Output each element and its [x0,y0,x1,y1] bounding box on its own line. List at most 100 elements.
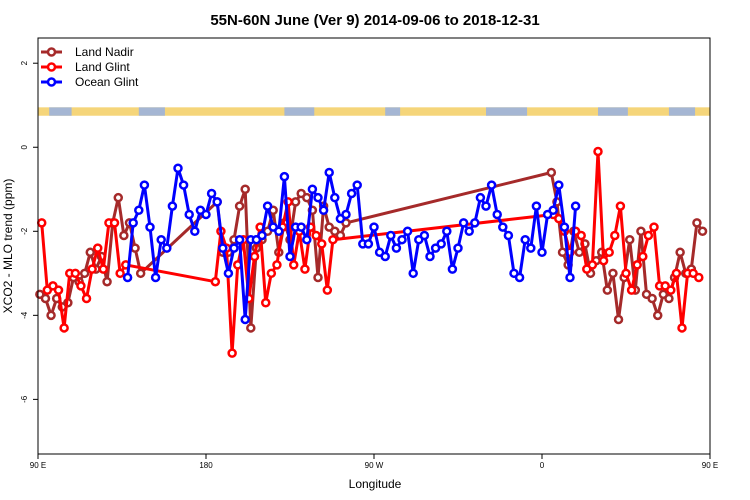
data-point-ocean-glint [279,171,290,182]
strip-land [38,107,710,116]
data-point-ocean-glint [296,222,306,232]
data-point-ocean-glint [526,243,536,253]
data-point-ocean-glint [352,180,362,190]
data-point-ocean-glint [425,251,435,262]
data-point-ocean-glint [481,201,491,211]
x-axis: 90 E 180 90 W 0 90 E [30,454,718,470]
data-point-land-nadir [636,226,646,237]
data-point-land-nadir [652,310,663,321]
data-point-ocean-glint [156,234,166,245]
data-point-land-nadir [608,268,618,279]
data-point-land-glint [316,239,327,249]
data-point-land-glint [36,218,47,228]
data-point-land-glint [300,264,310,274]
data-point-ocean-glint [565,272,575,283]
data-point-ocean-glint [218,243,228,253]
legend-label-ocean-glint: Ocean Glint [75,75,139,89]
data-point-ocean-glint [442,226,452,237]
data-point-ocean-glint [318,205,329,216]
data-point-ocean-glint [369,222,379,232]
data-point-land-glint [632,260,642,270]
data-point-ocean-glint [285,251,295,262]
data-point-ocean-glint [492,209,502,220]
x-tick-label: 90 W [365,461,384,470]
data-point-land-nadir [234,201,245,211]
chart-title: 55N-60N June (Ver 9) 2014-09-06 to 2018-… [210,12,539,29]
data-point-ocean-glint [548,205,558,216]
data-point-ocean-glint [257,230,267,241]
data-point-ocean-glint [167,201,178,211]
data-point-ocean-glint [162,243,172,253]
data-point-ocean-glint [122,272,133,283]
data-point-ocean-glint [178,180,189,190]
data-point-land-nadir [135,268,146,279]
data-point-ocean-glint [363,239,374,249]
data-point-land-glint [272,260,282,270]
data-point-ocean-glint [313,192,323,203]
series-land-glint [36,146,704,358]
data-point-ocean-glint [234,234,245,245]
data-point-ocean-glint [346,188,357,199]
data-point-land-glint [615,201,626,211]
x-tick-label: 180 [199,461,213,470]
legend-marker-land-nadir [46,47,57,57]
data-point-land-glint [621,268,631,279]
data-point-ocean-glint [341,209,351,220]
land-ocean-strip [38,107,710,116]
data-point-land-glint [604,247,614,258]
data-point-land-nadir [113,192,124,203]
strip-ocean-0 [49,107,72,116]
data-point-ocean-glint [408,268,418,279]
data-point-land-nadir [85,247,96,258]
legend-item-land-glint: Land Glint [41,60,130,74]
data-point-land-nadir [302,192,312,203]
x-tick-label: 0 [540,461,545,470]
data-point-ocean-glint [145,222,155,232]
data-point-land-glint [671,268,682,279]
data-point-land-glint [249,251,260,262]
data-point-land-nadir [46,310,56,321]
data-point-land-nadir [79,268,90,279]
data-point-ocean-glint [503,230,514,241]
legend-marker-land-glint [46,62,57,72]
data-point-land-nadir [102,276,112,287]
series-layer [35,146,708,358]
y-tick-label: -6 [20,395,29,403]
data-point-land-glint [328,234,338,245]
data-point-land-glint [587,260,598,270]
x-tick-label: 90 E [30,461,46,470]
data-point-land-nadir [574,247,585,258]
data-point-land-glint [81,293,92,304]
data-point-ocean-glint [531,201,542,211]
data-point-land-nadir [130,243,140,253]
y-axis: 2 0 -2 -4 -6 [20,60,38,403]
data-point-land-nadir [40,293,51,304]
data-point-land-glint [266,268,277,279]
data-point-land-glint [227,348,237,358]
strip-ocean-2 [284,107,315,116]
data-point-land-glint [59,323,69,333]
data-point-land-glint [649,222,659,232]
data-point-ocean-glint [397,234,407,245]
data-point-land-glint [311,230,321,241]
data-point-ocean-glint [139,180,150,190]
data-point-ocean-glint [453,243,463,253]
y-axis-label: XCO2 - MLO trend (ppm) [1,179,15,314]
data-point-ocean-glint [464,226,474,237]
legend-item-ocean-glint: Ocean Glint [41,75,139,89]
data-point-ocean-glint [173,163,183,174]
data-point-land-glint [92,243,103,253]
data-point-land-nadir [647,293,657,304]
data-point-ocean-glint [380,251,390,262]
data-point-land-nadir [546,167,557,178]
series-ocean-glint [122,163,581,325]
data-point-land-nadir [246,323,256,333]
data-point-land-glint [109,218,120,228]
data-point-land-nadir [624,234,635,245]
data-point-ocean-glint [402,226,413,237]
x-tick-label: 90 E [702,461,718,470]
data-point-land-nadir [313,272,323,283]
data-point-ocean-glint [262,201,273,211]
y-tick-label: -4 [20,311,29,319]
data-point-ocean-glint [419,230,430,241]
